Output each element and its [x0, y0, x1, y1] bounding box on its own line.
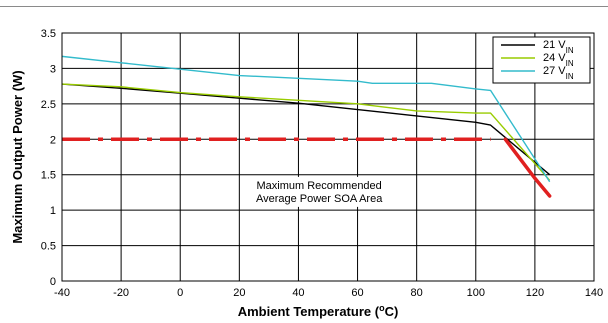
- x-tick-label: 120: [526, 287, 544, 299]
- x-tick-label: -20: [113, 287, 129, 299]
- legend-label-21-v: 21 VIN: [543, 39, 574, 55]
- soa-annotation-line-1: Maximum Recommended: [256, 180, 381, 192]
- header-rule: [0, 6, 608, 7]
- soa-drop-segment: [503, 137, 552, 198]
- legend-label-main: 27 V: [543, 65, 566, 77]
- plot-frame: [61, 32, 595, 282]
- x-tick-label: 60: [351, 287, 363, 299]
- x-axis-title-degree: o: [379, 303, 385, 313]
- legend-label-main: 24 V: [543, 52, 566, 64]
- x-axis-title: Ambient Temperature (oC): [238, 303, 399, 319]
- y-tick-label: 0: [50, 276, 56, 288]
- x-tick-label: -40: [54, 287, 70, 299]
- legend-label-24-v: 24 VIN: [543, 52, 574, 68]
- series-line-21-v-in: [61, 83, 551, 176]
- x-tick-label: 80: [411, 287, 423, 299]
- y-tick-label: 2.5: [41, 99, 56, 111]
- x-tick-label: 100: [467, 287, 485, 299]
- legend-label-subscript: IN: [566, 72, 574, 81]
- x-tick-label: 40: [292, 287, 304, 299]
- y-tick-label: 0.5: [41, 241, 56, 253]
- x-axis-ticks: -40 -20 0 20 40 60 80 100 120 140: [54, 287, 603, 299]
- data-series: [61, 55, 551, 183]
- y-tick-label: 3: [50, 63, 56, 75]
- y-tick-label: 2: [50, 134, 56, 146]
- y-axis-ticks: 0 0.5 1 1.5 2 2.5 3 3.5: [41, 28, 56, 288]
- legend-label-27-v: 27 VIN: [543, 65, 574, 81]
- x-tick-label: 0: [177, 287, 183, 299]
- x-axis-title-unit: C): [385, 304, 399, 319]
- legend-label-subscript: IN: [566, 46, 574, 55]
- x-axis-title-main: Ambient Temperature (: [238, 304, 380, 319]
- soa-annotation: Maximum Recommended Average Power SOA Ar…: [241, 176, 398, 207]
- x-tick-label: 140: [585, 287, 603, 299]
- soa-annotation-background: [241, 176, 398, 207]
- y-tick-label: 1: [50, 205, 56, 217]
- legend-box: [492, 36, 591, 84]
- y-tick-label: 1.5: [41, 170, 56, 182]
- soa-annotation-line-2: Average Power SOA Area: [256, 193, 383, 205]
- x-tick-label: 20: [233, 287, 245, 299]
- series-line-24-v-in: [61, 83, 551, 181]
- y-tick-label: 3.5: [41, 28, 56, 40]
- series-line-27-v-in: [61, 55, 551, 183]
- soa-reference-line: [62, 137, 552, 198]
- y-axis-title: Maximum Output Power (W): [10, 70, 25, 243]
- legend-label-subscript: IN: [566, 59, 574, 68]
- legend-label-main: 21 V: [543, 39, 566, 51]
